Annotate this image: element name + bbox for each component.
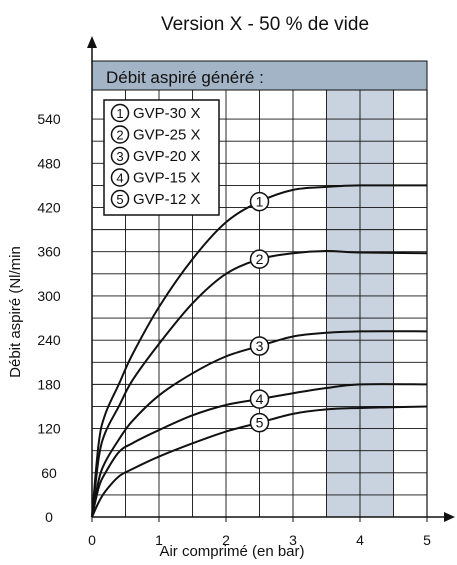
series-marker xyxy=(249,191,270,212)
series-line xyxy=(91,249,428,518)
y-tick-label: 540 xyxy=(37,111,61,127)
y-tick-label: 420 xyxy=(37,200,61,216)
series-line xyxy=(91,405,428,518)
x-tick-label: 4 xyxy=(356,532,364,548)
legend-marker-label: 1 xyxy=(116,106,123,121)
series-marker xyxy=(249,336,270,356)
legend-marker xyxy=(110,146,130,166)
series-layer: 1 2 3 4 5 xyxy=(91,184,428,518)
y-tick-label: 480 xyxy=(37,155,61,171)
y-axis-arrow xyxy=(87,36,97,48)
series-marker-label: 5 xyxy=(256,415,264,431)
series-marker xyxy=(249,249,270,269)
x-tick-label: 0 xyxy=(88,532,96,548)
legend-marker xyxy=(110,168,130,187)
series-marker-label: 4 xyxy=(256,391,264,407)
legend-label: GVP-25 X xyxy=(133,127,201,144)
series-marker-label: 2 xyxy=(256,251,264,267)
y-tick-label: 300 xyxy=(37,288,61,304)
y-tick-label: 120 xyxy=(37,421,61,437)
series-marker xyxy=(249,412,270,433)
y-tick-label: 180 xyxy=(37,376,61,392)
legend-marker xyxy=(110,125,130,144)
series-line xyxy=(91,184,428,518)
series-line xyxy=(91,383,428,518)
series-line xyxy=(91,330,428,518)
legend: 1 GVP-30 X 2 GVP-25 X 3 GVP-20 X 4 GVP-15 X 5 GVP… xyxy=(103,99,220,216)
header-label: Débit aspiré généré : xyxy=(106,68,264,87)
y-tick-label: 60 xyxy=(41,465,57,481)
legend-marker-label: 3 xyxy=(116,149,123,164)
y-tick-label: 360 xyxy=(37,244,61,260)
tick-labels: 0 1 2 3 4 5 0 60 120 180 240 300 360 420 480 540 xyxy=(37,111,431,548)
x-tick-label: 2 xyxy=(222,532,230,548)
legend-label: GVP-15 X xyxy=(133,170,201,187)
legend-marker xyxy=(110,103,130,123)
legend-marker-label: 2 xyxy=(116,128,123,143)
legend-label: GVP-12 X xyxy=(133,191,201,208)
legend-marker-label: 5 xyxy=(116,192,123,207)
y-tick-label: 0 xyxy=(45,509,53,525)
series-marker xyxy=(249,389,270,409)
x-tick-label: 3 xyxy=(289,532,297,548)
legend-entries: 1 GVP-30 X 2 GVP-25 X 3 GVP-20 X 4 GVP-15 X 5 GVP… xyxy=(110,103,201,209)
y-axis-label: Débit aspiré (Nl/min xyxy=(7,246,24,378)
x-axis-arrow xyxy=(444,512,455,522)
chart-title: Version X - 50 % de vide xyxy=(161,14,369,35)
x-tick-label: 5 xyxy=(423,532,431,548)
legend-label: GVP-30 X xyxy=(133,105,201,122)
legend-label: GVP-20 X xyxy=(133,148,201,165)
header-bar xyxy=(91,60,428,91)
x-tick-label: 1 xyxy=(155,532,163,548)
y-tick-label: 240 xyxy=(37,332,61,348)
series-marker-label: 1 xyxy=(256,194,264,210)
legend-marker xyxy=(110,189,130,209)
legend-marker-label: 4 xyxy=(116,171,123,186)
x-axis-label: Air comprimé (en bar) xyxy=(159,543,304,560)
series-marker-label: 3 xyxy=(256,338,264,354)
